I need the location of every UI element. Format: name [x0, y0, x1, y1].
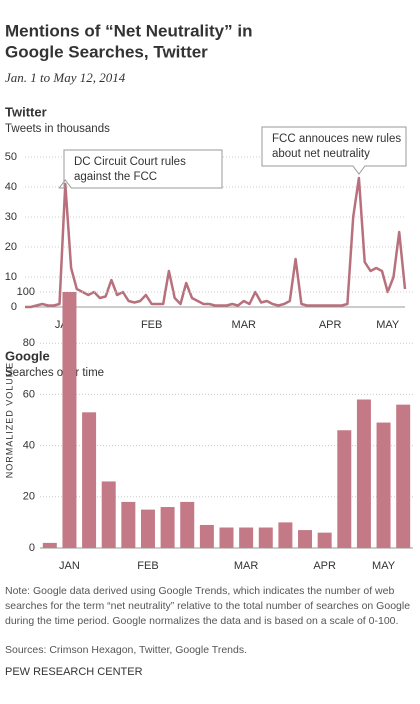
bar — [160, 507, 175, 548]
y-tick-label: 10 — [5, 271, 17, 283]
x-tick-label: MAY — [376, 319, 400, 331]
x-tick-label: FEB — [141, 319, 162, 331]
sources: Sources: Crimson Hexagon, Twitter, Googl… — [5, 644, 248, 656]
x-tick-label: MAY — [372, 560, 396, 572]
y-tick-label: 0 — [29, 542, 35, 554]
y-tick-label: 30 — [5, 211, 17, 223]
y-tick-label: 0 — [11, 301, 17, 313]
x-tick-label: MAR — [234, 560, 259, 572]
bar — [140, 509, 155, 548]
x-tick-label: MAR — [232, 319, 257, 331]
y-tick-label: 20 — [23, 491, 35, 503]
title: Mentions of “Net Neutrality” in — [5, 21, 252, 40]
y-tick-label: 40 — [5, 181, 17, 193]
x-tick-label: JAN — [59, 560, 80, 572]
bar — [258, 527, 273, 548]
bar — [278, 522, 293, 548]
title: Google Searches, Twitter — [5, 42, 208, 61]
annotation-box — [58, 149, 223, 189]
annotation: FCC annouces new rules — [272, 133, 401, 145]
bar — [376, 422, 391, 548]
bar — [121, 501, 136, 548]
bar — [317, 532, 332, 548]
x-tick-label: APR — [313, 560, 336, 572]
y-tick-label: 40 — [23, 440, 35, 452]
y-tick-label: 50 — [5, 151, 17, 163]
line — [25, 176, 407, 309]
bar — [82, 412, 97, 548]
bar — [101, 481, 116, 548]
annotation: DC Circuit Court rules — [74, 156, 186, 168]
bar — [42, 542, 57, 548]
chart-title: Twitter — [5, 104, 47, 119]
bar — [239, 527, 254, 548]
y-tick-label: 100 — [17, 286, 35, 298]
chart-title: Google — [5, 348, 50, 363]
annotation: about net neutrality — [272, 148, 370, 160]
bar — [337, 430, 352, 548]
bar — [356, 399, 371, 548]
bar — [199, 524, 214, 548]
x-tick-label: APR — [319, 319, 342, 331]
y-tick-label: 80 — [23, 337, 35, 349]
y-tick-label: 60 — [23, 388, 35, 400]
bar — [62, 292, 77, 548]
y-tick-label: 20 — [5, 241, 17, 253]
subtitle: Jan. 1 to May 12, 2014 — [5, 70, 126, 85]
bar — [219, 527, 234, 548]
annotation: against the FCC — [74, 171, 157, 183]
note: Note: Google data derived using Google T… — [5, 585, 411, 627]
chart-subtitle: Tweets in thousands — [5, 123, 110, 135]
y-axis-label: NORMALIZED VOLUME — [4, 362, 14, 479]
credit: PEW RESEARCH CENTER — [5, 666, 143, 678]
bar — [396, 404, 411, 548]
annotation-box — [261, 126, 407, 175]
chart-subtitle: Searches over time — [5, 367, 104, 379]
bar — [180, 501, 195, 548]
bar — [298, 530, 313, 548]
x-tick-label: FEB — [137, 560, 158, 572]
